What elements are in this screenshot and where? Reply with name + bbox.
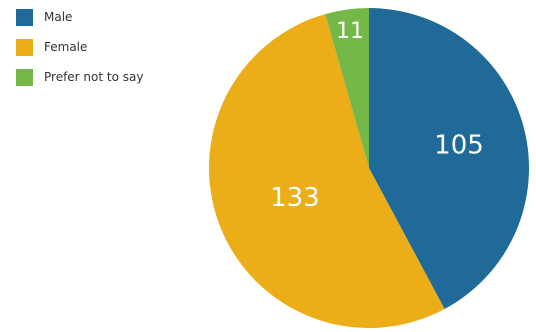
data-label-prefer-not-to-say: 11 bbox=[336, 19, 364, 44]
legend-item-female: Female bbox=[16, 38, 143, 56]
legend-label-male: Male bbox=[44, 10, 73, 24]
pie-slice-male bbox=[369, 8, 530, 310]
pie-data-labels: 105 133 11 bbox=[270, 19, 484, 213]
data-label-male: 105 bbox=[434, 130, 484, 160]
legend-swatch-male bbox=[16, 8, 33, 26]
legend-label-prefer-not-to-say: Prefer not to say bbox=[44, 70, 144, 84]
pie-slices bbox=[209, 7, 530, 328]
data-label-female: 133 bbox=[270, 183, 320, 213]
legend-swatch-prefer-not-to-say bbox=[16, 68, 33, 86]
legend-item-male: Male bbox=[16, 8, 143, 26]
legend-label-female: Female bbox=[44, 40, 88, 54]
legend-item-prefer-not-to-say: Prefer not to say bbox=[16, 68, 144, 86]
chart-legend: Male Female Prefer not to say bbox=[16, 8, 144, 99]
legend-swatch-female bbox=[16, 38, 33, 56]
pie-slice-female bbox=[209, 14, 445, 328]
pie-slice-prefer-not-to-say bbox=[325, 7, 369, 168]
